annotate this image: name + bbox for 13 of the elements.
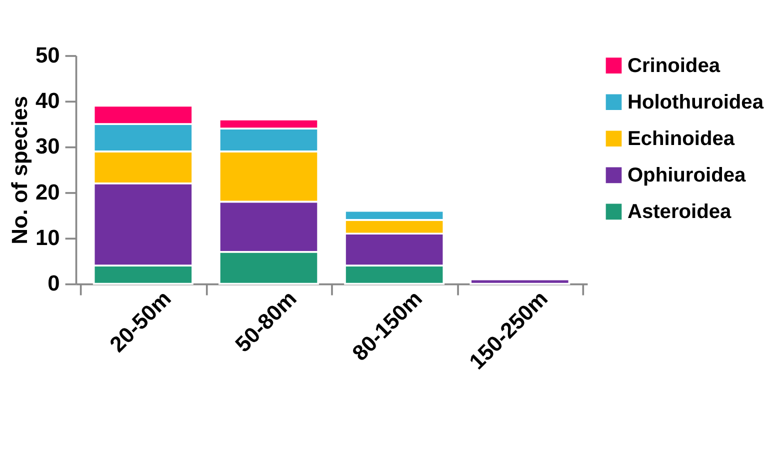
y-tick-label: 40 [35, 88, 60, 114]
y-tick-label: 50 [35, 42, 60, 68]
legend-label: Asteroidea [627, 201, 732, 224]
y-tick-label: 30 [35, 134, 60, 159]
legend-label: Ophiuroidea [627, 164, 747, 187]
y-tick-label: 10 [35, 225, 60, 250]
y-tick-label: 20 [35, 179, 60, 204]
legend-label: Crinoidea [627, 54, 721, 77]
legend-label: Holothuroidea [627, 91, 764, 114]
y-tick-label: 0 [48, 270, 60, 296]
bar [470, 278, 570, 285]
y-axis-title: No. of species [7, 96, 32, 244]
legend-label: Echinoidea [627, 128, 736, 150]
